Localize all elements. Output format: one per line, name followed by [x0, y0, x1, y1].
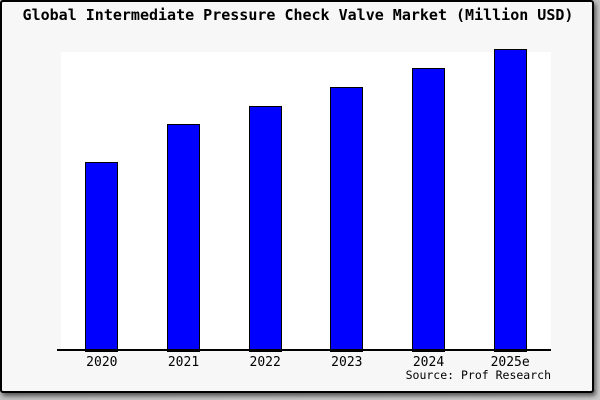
- x-tick-label-2023: 2023: [331, 355, 363, 370]
- bar-2023: [330, 86, 364, 352]
- x-tick-label-2021: 2021: [167, 355, 200, 370]
- bar-2022: [248, 105, 282, 352]
- chart-title: Global Intermediate Pressure Check Valve…: [22, 6, 574, 24]
- x-tick-label-2022: 2022: [249, 355, 281, 370]
- source-attribution: Source: Prof Research: [405, 368, 551, 382]
- plot-area: [61, 52, 551, 350]
- x-axis-line: [57, 349, 551, 351]
- x-tick-label-2025e: 2025e: [490, 355, 530, 370]
- x-tick-label-2024: 2024: [412, 355, 445, 370]
- bar-2025e: [493, 49, 527, 352]
- bar-2024: [412, 68, 445, 352]
- bar-2021: [167, 124, 200, 352]
- x-tick-label-2020: 2020: [86, 355, 118, 370]
- bar-2020: [85, 162, 119, 352]
